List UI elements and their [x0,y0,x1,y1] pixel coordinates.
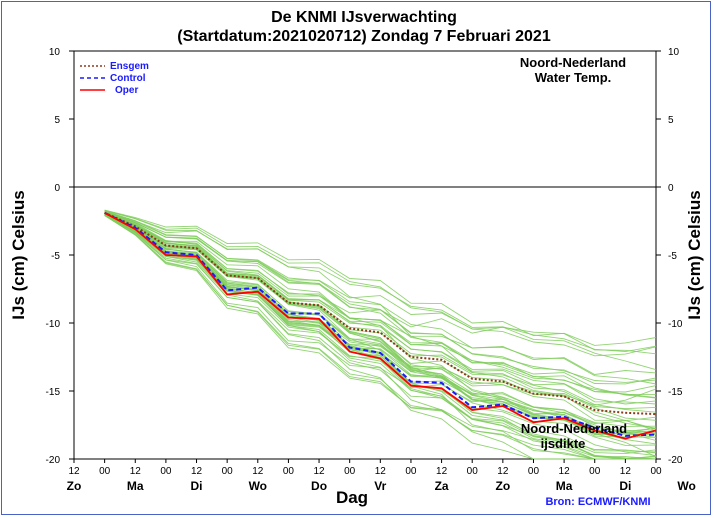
y-axis-label-right: IJs (cm) Celsius [685,190,704,319]
legend-label-control: Control [110,73,146,84]
x-hour-label: 12 [130,466,142,477]
x-hour-label: 12 [313,466,325,477]
ice-thickness-label: ijsdikte [541,436,586,451]
x-day-label: Di [619,479,631,493]
y-tick-label: -20 [46,455,61,466]
x-hour-label: 00 [160,466,172,477]
x-day-label: Za [435,479,449,493]
ensemble-member-line [104,209,657,357]
y-tick-label: -15 [46,387,61,398]
legend-label-oper: Oper [115,85,138,96]
ensemble-members [104,209,657,460]
x-hour-label: 00 [222,466,234,477]
y-tick-label: -20 [668,455,683,466]
x-hour-label: 00 [467,466,479,477]
x-day-label: Ma [556,479,573,493]
x-day-label: Wo [677,479,695,493]
y-tick-label: 5 [668,115,674,126]
ensemble-member-line [104,214,657,460]
y-tick-label: 5 [54,115,60,126]
x-hour-label: 12 [191,466,203,477]
main-series [74,186,657,440]
series-line-control [104,211,657,437]
x-hour-label: 00 [99,466,111,477]
series-line-oper [104,212,657,440]
y-tick-label: -15 [668,387,683,398]
x-day-label: Do [311,479,327,493]
y-tick-label: 10 [49,47,61,58]
chart-subtitle: (Startdatum:2021020712) Zondag 7 Februar… [177,28,551,45]
x-hour-label: 12 [497,466,509,477]
x-hour-label: 12 [252,466,264,477]
ensemble-member-line [104,209,657,346]
ensemble-member-line [104,215,656,460]
x-hour-label: 12 [436,466,448,477]
ensemble-member-line [104,212,657,425]
x-hour-label: 00 [589,466,601,477]
ensemble-member-line [104,213,657,460]
x-hour-label: 12 [68,466,80,477]
y-axis-label-left: IJs (cm) Celsius [9,190,28,319]
y-tick-label: -5 [51,251,60,262]
x-hour-label: 00 [528,466,540,477]
ensemble-member-line [104,213,657,454]
y-tick-label: -5 [668,251,677,262]
y-tick-label: 0 [54,183,60,194]
x-day-label: Zo [67,479,82,493]
source-credit: Bron: ECMWF/KNMI [545,496,650,508]
region-label-bottom: Noord-Nederland [521,421,627,436]
region-label-top: Noord-Nederland [520,55,626,70]
y-tick-label: -10 [668,319,683,330]
legend: Ensgem Control Oper [80,61,149,96]
ensemble-member-line [104,210,657,371]
x-hour-label: 12 [375,466,387,477]
y-tick-label: -10 [46,319,61,330]
x-day-label: Zo [496,479,511,493]
x-hour-label: 00 [344,466,356,477]
x-axis: 12 00 12 00 12 00 12 00 12 00 12 00 12 00 12 00 12 00 12 00… [67,459,696,493]
x-axis-label: Dag [336,488,368,507]
y-tick-label: 10 [668,47,680,58]
ensemble-member-line [104,211,657,383]
legend-label-ensgem: Ensgem [110,61,149,72]
ensemble-member-line [104,210,657,355]
y-axis-right: 10 5 0 -5 -10 -15 -20 [656,47,683,466]
x-day-label: Wo [249,479,267,493]
ensemble-member-line [104,213,657,455]
x-day-label: Ma [127,479,144,493]
x-hour-label: 12 [620,466,632,477]
x-hour-label: 00 [650,466,662,477]
water-temp-label: Water Temp. [535,70,612,85]
x-hour-label: 12 [559,466,571,477]
y-axis-left: 10 5 0 -5 -10 -15 -20 [46,47,74,466]
ensemble-member-line [104,213,657,446]
chart-title: De KNMI IJsverwachting [271,9,457,26]
x-day-label: Vr [374,479,386,493]
ensemble-member-line [104,211,657,385]
x-hour-label: 00 [405,466,417,477]
ensemble-member-line [104,211,657,405]
x-day-label: Di [191,479,203,493]
y-tick-label: 0 [668,183,674,194]
x-hour-label: 00 [283,466,295,477]
ensemble-member-line [104,215,656,460]
ensemble-member-line [104,211,657,406]
series-line-ensgem [104,211,657,416]
